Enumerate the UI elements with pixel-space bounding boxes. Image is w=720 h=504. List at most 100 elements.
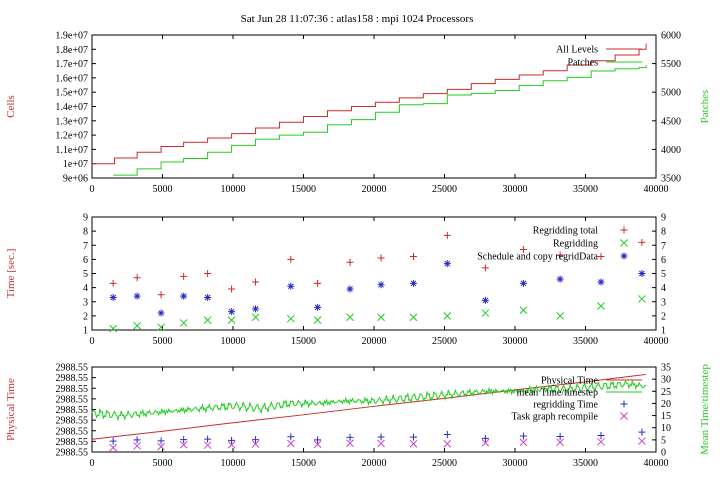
physical-time-chart: 0 5000 10000 15000 20000 25000 30000 35000 40000… [5,363,711,470]
regridding-total-point [204,270,212,277]
x-tick-label: 5000 [153,336,173,347]
legend-label: All Levels [556,45,598,56]
regridding-point [203,316,212,324]
x-tick-label: 0 [90,184,95,195]
regridding-total-point [597,253,605,261]
y2-tick-label: 35 [661,363,671,374]
regridding-total-point [228,285,236,293]
x-tick-label: 5000 [153,458,173,469]
y2-tick-label: 2 [661,311,666,322]
x-tick-label: 10000 [221,458,246,469]
x-tick-label: 15000 [291,458,316,469]
schedule-and-copy-regriddata-point [109,294,117,302]
task-graph-recompile-point [251,440,260,448]
regridding-point [109,324,118,333]
schedule-and-copy-regriddata-point [314,303,322,311]
x-tick-label: 0 [90,336,95,347]
x-tick-label: 35000 [573,184,598,195]
y-tick-label: 9 [83,213,88,224]
y2-tick-label: 6 [661,255,666,266]
y-tick-label: 1.1e+07 [55,145,88,156]
regridding-time-point [109,437,117,445]
y-tick-label: 2988.55 [56,416,89,427]
x-tick-label: 35000 [573,458,598,469]
y-axis-title: Time [sec.] [5,249,17,299]
x-tick-label: 30000 [503,184,528,195]
y2-tick-label: 15 [661,411,671,422]
y2-tick-label: 0 [661,448,666,459]
regridding-point [409,313,418,322]
regridding-point [519,306,528,315]
legend-label: Regridding [553,239,598,250]
y2-tick-label: 5000 [661,88,681,99]
regridding-total-point [519,245,527,253]
schedule-and-copy-regriddata-point [204,294,212,302]
y-tick-label: 3 [83,297,88,308]
regridding-time-point [287,433,295,441]
schedule-and-copy-regriddata-point [443,260,451,268]
y2-axis-title: Mean Time/timestep [699,364,711,455]
y2-tick-label: 20 [661,399,671,410]
schedule-and-copy-regriddata-point [252,305,260,313]
task-graph-recompile-point [133,442,141,450]
schedule-and-copy-regriddata-point [519,279,527,287]
schedule-and-copy-regriddata-point [180,292,188,300]
regridding-time-chart: 0 5000 10000 15000 20000 25000 30000 35000 40000… [5,213,669,348]
task-graph-recompile-point [481,438,490,447]
x-tick-label: 0 [90,458,95,469]
regridding-total-point [409,253,417,261]
regridding-total-point [556,251,564,259]
physical-time-line [91,373,647,440]
regridding-time-point [377,433,385,441]
regridding-time-point [638,428,646,436]
schedule-and-copy-regriddata-point [597,278,605,286]
regridding-time-point [133,436,141,444]
regridding-time-point [409,433,417,441]
task-graph-recompile-point [109,443,118,452]
regridding-total-point [133,274,141,282]
y-tick-label: 1.3e+07 [55,116,88,127]
x-tick-label: 40000 [644,336,669,347]
regridding-point [481,309,490,317]
y2-tick-label: 3500 [661,174,681,185]
y-tick-label: 1.8e+07 [55,45,88,56]
legend-swatch [620,412,628,420]
x-tick-label: 10000 [221,184,246,195]
legend-label: regridding Time [533,400,598,411]
regridding-point [179,319,188,327]
legend-label: Physical Time [541,376,599,387]
schedule-and-copy-regriddata-point [228,308,236,316]
task-graph-recompile-point [286,439,295,448]
y-tick-label: 7 [83,241,88,252]
regridding-point [556,312,564,320]
y-tick-label: 1.5e+07 [55,88,88,99]
legend-label: Patches [567,58,598,69]
regridding-total-point [314,279,322,287]
y-tick-label: 1.2e+07 [55,131,88,142]
regridding-time-point [346,433,354,441]
y2-tick-label: 7 [661,241,666,252]
y-tick-label: 1.4e+07 [55,102,88,113]
y-tick-label: 1 [83,326,88,337]
regridding-total-point [377,254,385,262]
figure-title: Sat Jun 28 11:07:36 : atlas158 : mpi 102… [241,13,474,25]
y-tick-label: 2988.55 [56,426,89,437]
x-tick-label: 40000 [644,184,669,195]
regridding-time-point [519,432,527,440]
y2-tick-label: 30 [661,375,671,386]
y-tick-label: 2988.55 [56,448,89,459]
y2-tick-label: 25 [661,387,671,398]
regridding-total-point [252,278,260,286]
regridding-point [286,314,295,323]
y2-tick-label: 9 [661,213,666,224]
task-graph-recompile-point [597,437,605,446]
regridding-time-point [443,431,451,439]
y2-tick-label: 10 [661,423,671,434]
schedule-and-copy-regriddata-point [157,309,165,317]
task-graph-recompile-point [203,441,212,450]
regridding-total-point [157,291,165,299]
regridding-time-point [157,437,165,445]
y-tick-label: 4 [83,283,88,294]
schedule-and-copy-regriddata-point [133,292,141,300]
